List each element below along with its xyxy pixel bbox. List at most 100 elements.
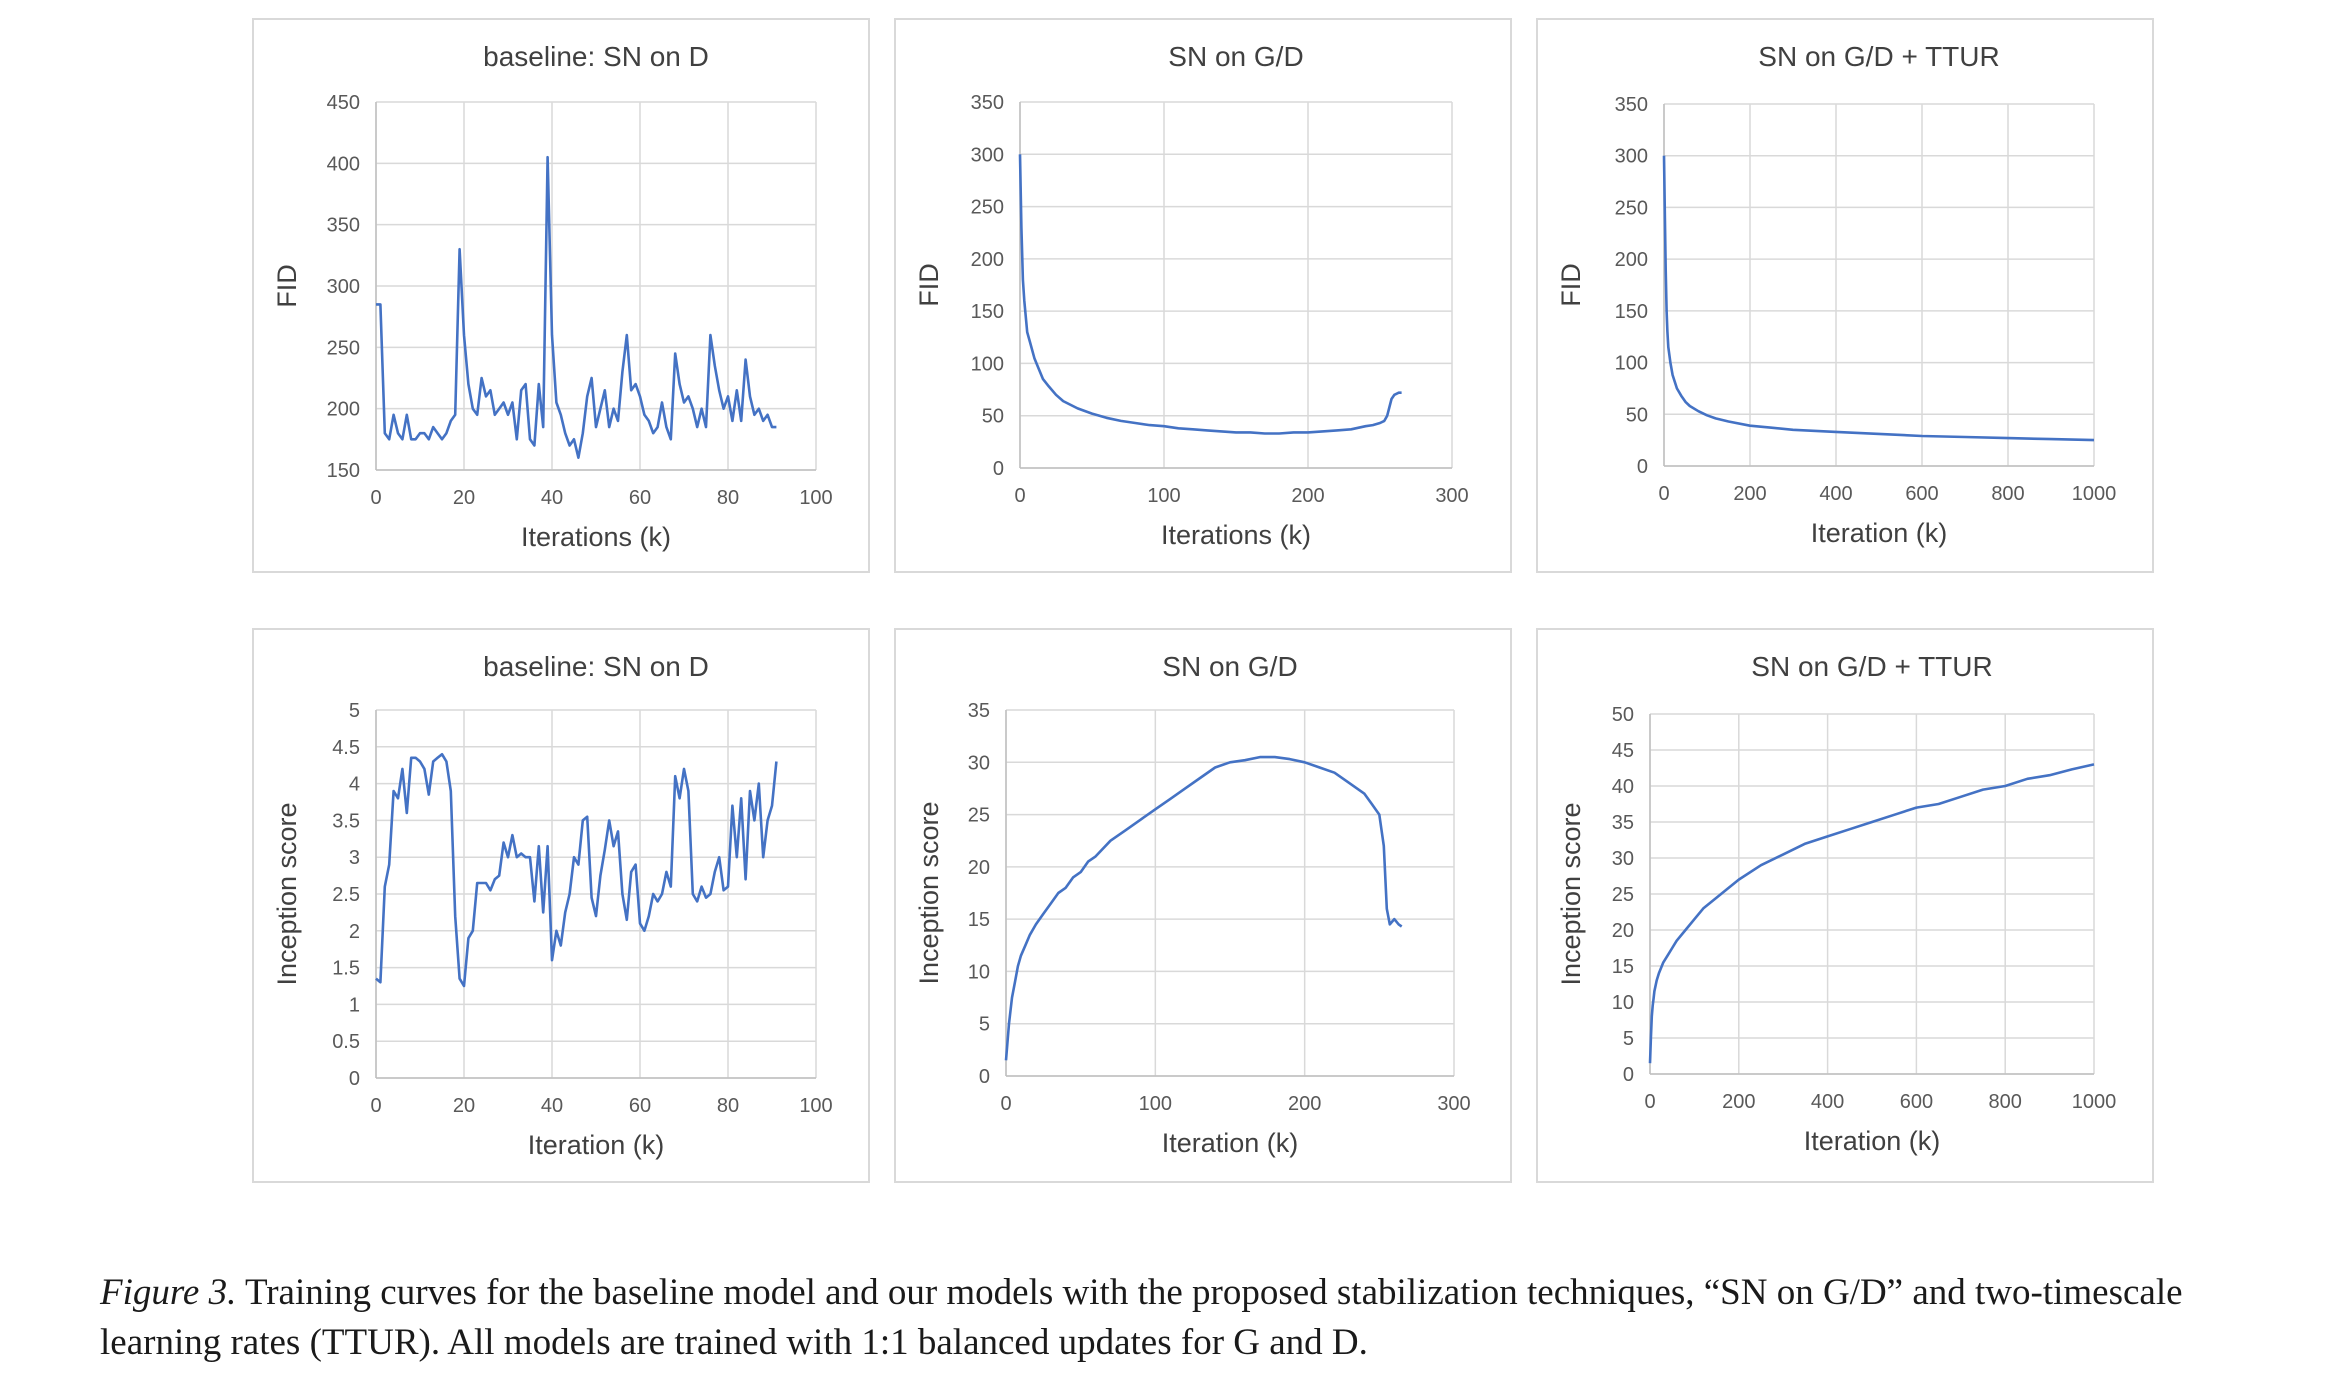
chart-title: SN on G/D + TTUR [1751, 651, 1992, 682]
x-tick-label: 400 [1811, 1091, 1844, 1113]
x-tick-label: 1000 [2072, 483, 2117, 505]
x-tick-label: 200 [1291, 485, 1324, 507]
y-tick-label: 0 [349, 1068, 360, 1090]
y-tick-label: 5 [349, 700, 360, 722]
y-tick-label: 25 [968, 805, 990, 827]
chart-title: SN on G/D [1162, 651, 1297, 682]
y-tick-label: 4.5 [332, 737, 360, 759]
x-tick-label: 600 [1905, 483, 1938, 505]
x-tick-label: 40 [541, 487, 563, 509]
y-axis-title: FID [1556, 263, 1586, 307]
y-tick-label: 0 [979, 1066, 990, 1088]
figure-caption: Figure 3. Training curves for the baseli… [100, 1268, 2300, 1368]
chart-panel-5: 0 5 10 15 20 25 30 35 0 100 200 300 SN on G/D Iterati… [894, 628, 1512, 1183]
y-tick-label: 200 [1615, 249, 1648, 271]
x-axis-title: Iteration (k) [1811, 518, 1948, 548]
y-axis-title: FID [914, 263, 944, 307]
y-tick-label: 20 [968, 857, 990, 879]
y-tick-label: 0 [993, 458, 1004, 480]
y-tick-label: 250 [1615, 197, 1648, 219]
y-tick-label: 100 [971, 353, 1004, 375]
x-tick-label: 0 [1644, 1091, 1655, 1113]
y-axis-title: Inception score [1556, 802, 1586, 985]
x-axis-title: Iteration (k) [528, 1130, 665, 1160]
chart-title: SN on G/D [1168, 41, 1303, 72]
y-tick-label: 400 [327, 153, 360, 175]
y-tick-label: 50 [982, 406, 1004, 428]
y-tick-label: 0 [1637, 456, 1648, 478]
caption-text: Training curves for the baseline model a… [100, 1272, 2183, 1363]
x-tick-label: 20 [453, 1095, 475, 1117]
chart-title: baseline: SN on D [483, 651, 709, 682]
y-tick-label: 350 [971, 92, 1004, 114]
y-tick-label: 25 [1612, 884, 1634, 906]
x-tick-label: 40 [541, 1095, 563, 1117]
x-tick-label: 60 [629, 487, 651, 509]
x-tick-label: 800 [1991, 483, 2024, 505]
series-line [1648, 763, 2095, 1064]
y-tick-label: 45 [1612, 740, 1634, 762]
series-line [1662, 155, 2095, 442]
x-axis-title: Iterations (k) [1161, 520, 1311, 550]
y-tick-label: 150 [327, 460, 360, 482]
x-tick-label: 0 [1014, 485, 1025, 507]
chart-svg: 150 200 250 300 350 400 450 0 20 40 60 80 100 baselin… [272, 41, 833, 552]
y-axis-title: Inception score [272, 802, 302, 985]
chart-svg: 0 50 100 150 200 250 300 350 0 200 400 600 800 1000 SN… [1556, 41, 2117, 548]
caption-label: Figure 3. [100, 1272, 237, 1313]
y-axis-title: FID [272, 264, 302, 308]
y-tick-label: 50 [1612, 704, 1634, 726]
y-tick-label: 300 [1615, 146, 1648, 168]
chart-svg: 0 0.5 1 1.5 2 2.5 3 3.5 4 4.5 5 0 20 40 60 80 100 baselin… [272, 651, 833, 1160]
x-tick-label: 400 [1819, 483, 1852, 505]
y-tick-label: 450 [327, 92, 360, 114]
y-tick-label: 30 [968, 752, 990, 774]
x-tick-label: 600 [1900, 1091, 1933, 1113]
x-tick-label: 100 [1139, 1093, 1172, 1115]
y-tick-label: 350 [327, 215, 360, 237]
y-tick-label: 2 [349, 921, 360, 943]
y-tick-label: 35 [968, 700, 990, 722]
y-tick-label: 3.5 [332, 810, 360, 832]
y-tick-label: 1.5 [332, 958, 360, 980]
chart-panel-3: 0 50 100 150 200 250 300 350 0 200 400 600 800 1000 SN… [1536, 18, 2154, 573]
chart-panel-1: 150 200 250 300 350 400 450 0 20 40 60 80 100 baselin… [252, 18, 870, 573]
y-tick-label: 15 [968, 909, 990, 931]
y-tick-label: 150 [971, 301, 1004, 323]
x-axis-title: Iterations (k) [521, 522, 671, 552]
chart-svg: 0 50 100 150 200 250 300 350 0 100 200 300 SN on G/D… [914, 41, 1469, 550]
y-tick-label: 150 [1615, 301, 1648, 323]
x-tick-label: 0 [370, 487, 381, 509]
y-tick-label: 2.5 [332, 884, 360, 906]
chart-panel-4: 0 0.5 1 1.5 2 2.5 3 3.5 4 4.5 5 0 20 40 60 80 100 baselin… [252, 628, 870, 1183]
chart-svg: 0 5 10 15 20 25 30 35 40 45 50 0 200 400 600 800 1000 SN … [1556, 651, 2116, 1156]
x-tick-label: 200 [1722, 1091, 1755, 1113]
y-tick-label: 100 [1615, 353, 1648, 375]
x-tick-label: 20 [453, 487, 475, 509]
y-tick-label: 50 [1626, 404, 1648, 426]
chart-title: baseline: SN on D [483, 41, 709, 72]
series-line [376, 155, 777, 460]
series-line [375, 752, 778, 988]
y-tick-label: 35 [1612, 812, 1634, 834]
y-tick-label: 5 [1623, 1028, 1634, 1050]
x-tick-label: 80 [717, 1095, 739, 1117]
series-line [1004, 755, 1403, 1061]
y-tick-label: 15 [1612, 956, 1634, 978]
y-tick-label: 200 [971, 249, 1004, 271]
chart-panel-6: 0 5 10 15 20 25 30 35 40 45 50 0 200 400 600 800 1000 SN … [1536, 628, 2154, 1183]
y-axis-title: Inception score [914, 801, 944, 984]
y-tick-label: 10 [1612, 992, 1634, 1014]
x-axis-title: Iteration (k) [1804, 1126, 1941, 1156]
y-tick-label: 300 [327, 276, 360, 298]
y-tick-label: 200 [327, 399, 360, 421]
x-tick-label: 800 [1989, 1091, 2022, 1113]
x-tick-label: 100 [799, 1095, 832, 1117]
y-tick-label: 5 [979, 1014, 990, 1036]
y-tick-label: 300 [971, 144, 1004, 166]
y-tick-label: 40 [1612, 776, 1634, 798]
y-tick-label: 0.5 [332, 1031, 360, 1053]
x-axis-title: Iteration (k) [1162, 1128, 1299, 1158]
x-tick-label: 300 [1435, 485, 1468, 507]
y-tick-label: 30 [1612, 848, 1634, 870]
